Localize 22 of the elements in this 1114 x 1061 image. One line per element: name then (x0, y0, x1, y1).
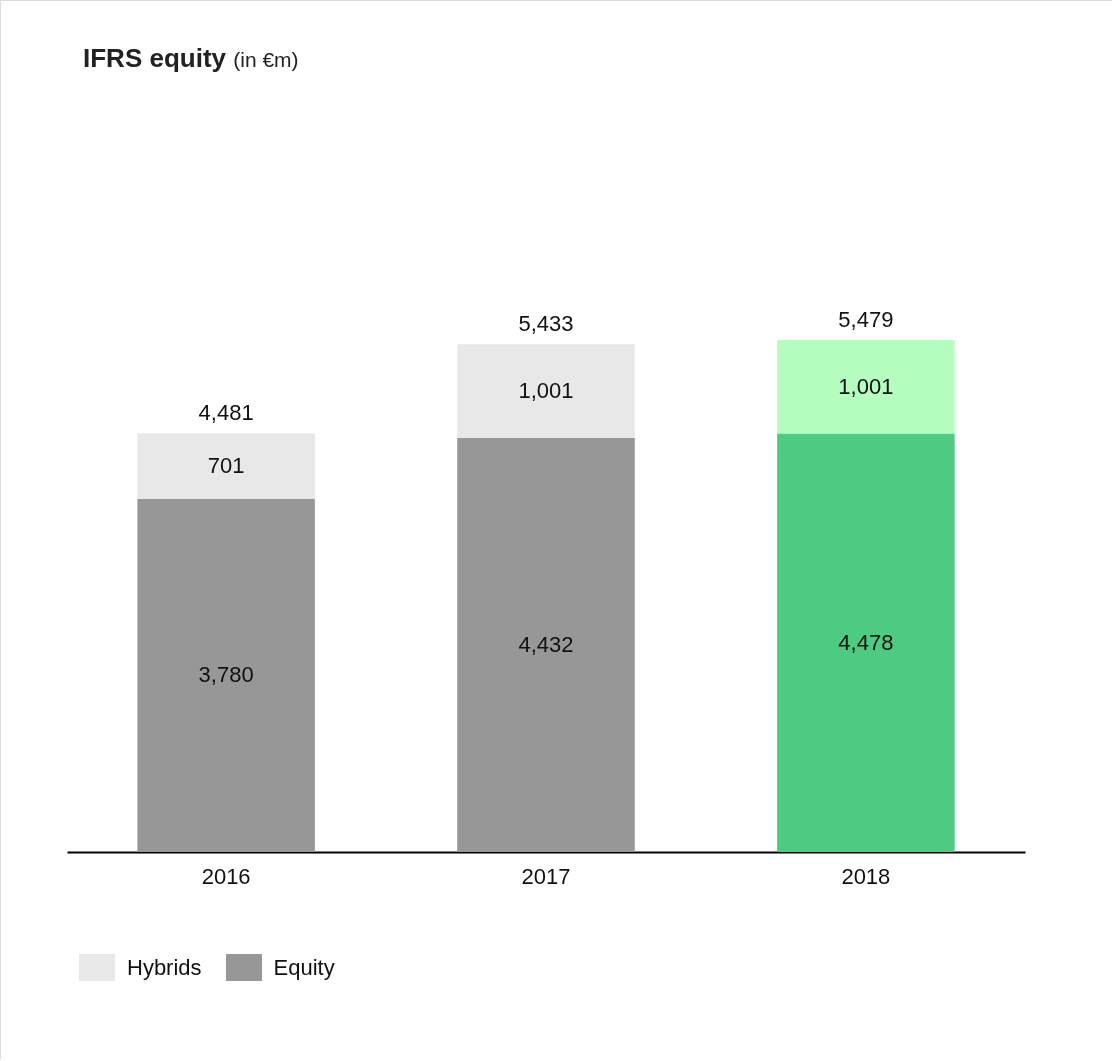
data-label: 1,001 (518, 378, 574, 404)
bar (137, 498, 315, 852)
data-label: 4,432 (518, 631, 574, 657)
bar (777, 433, 955, 852)
chart-title: IFRS equity (83, 43, 227, 73)
data-label: 4,478 (838, 629, 894, 655)
legend-label: Equity (273, 954, 335, 981)
data-label: 1,001 (838, 373, 894, 399)
data-label: 3,780 (198, 662, 254, 688)
chart-subtitle: (in €m) (233, 48, 299, 71)
total-label: 4,481 (198, 400, 254, 426)
legend-label: Hybrids (127, 954, 202, 981)
bar (457, 437, 635, 852)
total-label: 5,479 (838, 307, 894, 332)
bar (777, 340, 955, 434)
x-tick-label: 2018 (841, 863, 891, 889)
data-label: 701 (207, 453, 245, 479)
bar (137, 433, 315, 499)
total-label: 5,433 (518, 311, 574, 337)
x-tick-label: 2017 (521, 863, 571, 889)
bar (457, 344, 635, 438)
x-tick-label: 2016 (201, 863, 251, 889)
